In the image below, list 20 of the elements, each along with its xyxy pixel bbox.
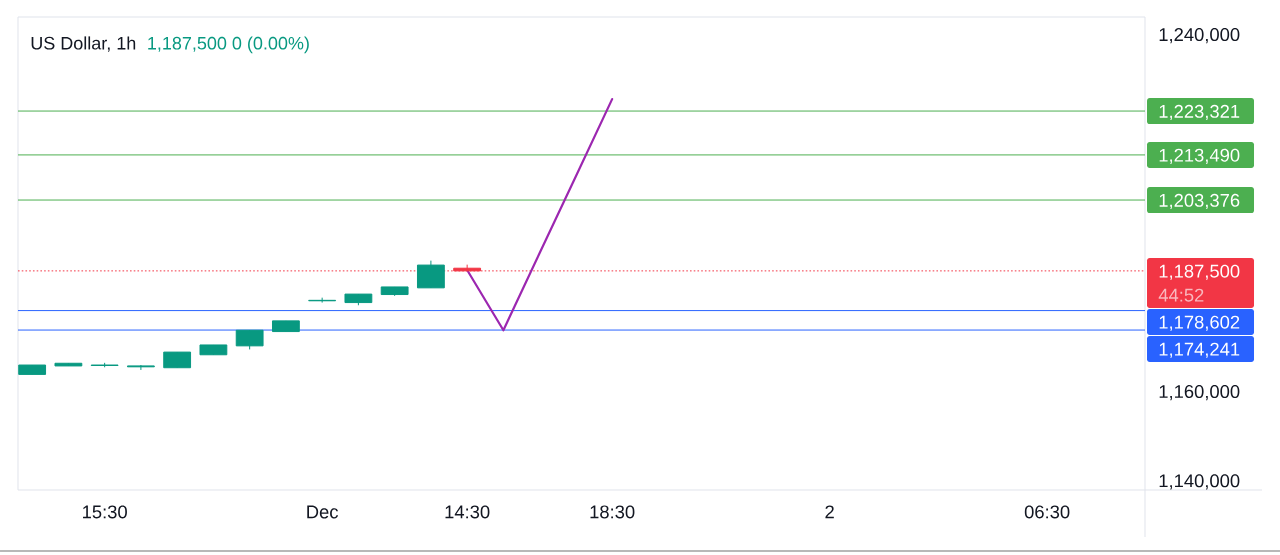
ref-line-label: 1,203,376 bbox=[1159, 193, 1240, 210]
ref-line-label: 1,174,241 bbox=[1159, 342, 1240, 358]
line-series bbox=[466, 97, 614, 332]
x-tick-label: 2 bbox=[825, 505, 834, 519]
text: US Dollar, 1h bbox=[31, 36, 136, 52]
x-tick-label: 06:30 bbox=[1024, 505, 1070, 519]
ref-line-label: 1,213,490 bbox=[1159, 148, 1240, 164]
y-tick-label: 1,240,000 bbox=[1159, 28, 1240, 44]
x-tick-label: 15:30 bbox=[83, 505, 127, 519]
ref-line-label: 1,187,500 bbox=[1159, 264, 1240, 280]
text: 1,187,500 0 (0.00%) bbox=[148, 36, 309, 54]
ref-line-label: 1,178,602 bbox=[1159, 315, 1240, 331]
text: 44:52 bbox=[1158, 288, 1204, 302]
candlestick bbox=[126, 364, 155, 371]
x-tick-label: 18:30 bbox=[590, 505, 635, 519]
ref-line-label: 1,223,321 bbox=[1159, 104, 1240, 121]
y-tick-label: 1,140,000 bbox=[1159, 474, 1240, 490]
x-tick-label: 14:30 bbox=[445, 505, 490, 519]
x-tick-label: Dec bbox=[307, 505, 339, 519]
y-tick-label: 1,160,000 bbox=[1159, 385, 1240, 401]
